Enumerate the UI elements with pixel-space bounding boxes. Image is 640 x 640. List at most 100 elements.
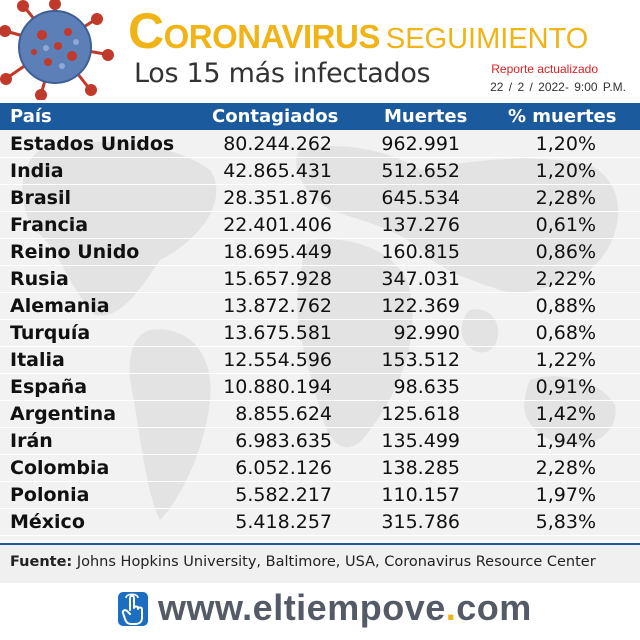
cell-deaths: 110.157 [381, 484, 460, 506]
cell-country: España [10, 376, 88, 398]
title-first-letter: C [128, 3, 164, 59]
report-date-time: 22 / 2 / 2022- 9:00 P.M. [490, 80, 626, 94]
cell-death-rate: 1,42% [535, 403, 596, 425]
cell-death-rate: 0,91% [535, 376, 596, 398]
footer: www.eltiempove.com [0, 583, 640, 640]
cell-country: Rusia [10, 268, 69, 290]
page-title: CORONAVIRUS SEGUIMIENTO [128, 2, 588, 60]
cell-country: Polonia [10, 484, 90, 506]
table-row: Argentina 8.855.624 125.618 1,42% [0, 401, 640, 428]
cell-deaths: 512.652 [381, 160, 460, 182]
cell-deaths: 137.276 [381, 214, 460, 236]
cell-country: Colombia [10, 457, 110, 479]
cell-cases: 10.880.194 [223, 376, 332, 398]
cell-country: India [10, 160, 64, 182]
report-date: 22 / 2 / 2022- [490, 80, 569, 94]
subtitle: Los 15 más infectados [134, 58, 431, 89]
table-body: Estados Unidos 80.244.262 962.991 1,20% Indi… [0, 130, 640, 540]
cell-country: Italia [10, 349, 65, 371]
cell-death-rate: 1,94% [535, 430, 596, 452]
table-row: Brasil 28.351.876 645.534 2,28% [0, 185, 640, 212]
cell-deaths: 153.512 [381, 349, 460, 371]
cell-cases: 42.865.431 [223, 160, 332, 182]
cell-cases: 18.695.449 [223, 241, 332, 263]
cell-cases: 5.418.257 [235, 511, 332, 533]
cell-country: Irán [10, 430, 53, 452]
table-row: Colombia 6.052.126 138.285 2,28% [0, 455, 640, 482]
column-header-deaths: Muertes [384, 106, 468, 127]
cell-country: Argentina [10, 403, 117, 425]
cell-death-rate: 1,22% [535, 349, 596, 371]
cell-deaths: 962.991 [381, 133, 460, 155]
cell-death-rate: 0,86% [535, 241, 596, 263]
cell-death-rate: 2,28% [535, 187, 596, 209]
table-row: Italia 12.554.596 153.512 1,22% [0, 347, 640, 374]
cell-death-rate: 0,88% [535, 295, 596, 317]
source-bar: Fuente: Johns Hopkins University, Baltim… [0, 543, 640, 583]
cell-cases: 28.351.876 [223, 187, 332, 209]
cell-cases: 13.675.581 [223, 322, 332, 344]
cell-cases: 22.401.406 [223, 214, 332, 236]
cell-death-rate: 0,68% [535, 322, 596, 344]
cell-cases: 12.554.596 [223, 349, 332, 371]
cell-country: Reino Unido [10, 241, 140, 263]
cell-country: Turquía [10, 322, 91, 344]
column-header-death-rate: % muertes [508, 106, 617, 127]
table-header: País Contagiados Muertes % muertes [0, 103, 640, 130]
report-time: 9:00 P.M. [574, 80, 626, 94]
coronavirus-illustration-icon [0, 0, 118, 100]
title-suffix: SEGUIMIENTO [385, 23, 589, 55]
cell-death-rate: 1,20% [535, 160, 596, 182]
cell-cases: 15.657.928 [223, 268, 332, 290]
website-link[interactable]: www.eltiempove.com [158, 587, 532, 629]
cell-country: Brasil [10, 187, 72, 209]
cell-deaths: 347.031 [381, 268, 460, 290]
cell-country: México [10, 511, 85, 533]
cell-cases: 13.872.762 [223, 295, 332, 317]
table-row: Francia 22.401.406 137.276 0,61% [0, 212, 640, 239]
site-tld: com [456, 587, 532, 628]
site-name: eltiempove [252, 587, 446, 628]
title-rest: ORONAVIRUS [163, 18, 381, 55]
cell-deaths: 92.990 [393, 322, 460, 344]
site-dot: . [445, 587, 457, 628]
cell-death-rate: 1,20% [535, 133, 596, 155]
source-line: Fuente: Johns Hopkins University, Baltim… [10, 554, 596, 570]
world-map-background [22, 141, 619, 520]
header: CORONAVIRUS SEGUIMIENTO Los 15 más infect… [0, 0, 640, 100]
cell-cases: 6.052.126 [235, 457, 332, 479]
cell-deaths: 122.369 [381, 295, 460, 317]
cell-deaths: 135.499 [381, 430, 460, 452]
cell-deaths: 160.815 [381, 241, 460, 263]
table-row: Estados Unidos 80.244.262 962.991 1,20% [0, 131, 640, 158]
cell-country: Estados Unidos [10, 133, 175, 155]
table-row: Polonia 5.582.217 110.157 1,97% [0, 482, 640, 509]
cell-death-rate: 5,83% [535, 511, 596, 533]
cell-deaths: 125.618 [381, 403, 460, 425]
source-label: Fuente: [10, 554, 73, 570]
cell-deaths: 138.285 [381, 457, 460, 479]
cell-cases: 5.582.217 [235, 484, 332, 506]
column-header-cases: Contagiados [212, 106, 339, 127]
table-row: España 10.880.194 98.635 0,91% [0, 374, 640, 401]
cell-country: Alemania [10, 295, 110, 317]
pointer-hand-icon[interactable] [118, 592, 148, 626]
cell-deaths: 98.635 [393, 376, 460, 398]
table-row: Turquía 13.675.581 92.990 0,68% [0, 320, 640, 347]
cell-cases: 80.244.262 [223, 133, 332, 155]
report-label: Reporte actualizado [491, 62, 598, 76]
cell-death-rate: 2,22% [535, 268, 596, 290]
source-text: Johns Hopkins University, Baltimore, USA… [76, 554, 596, 570]
table-row: Rusia 15.657.928 347.031 2,22% [0, 266, 640, 293]
table-row: India 42.865.431 512.652 1,20% [0, 158, 640, 185]
table-row: Irán 6.983.635 135.499 1,94% [0, 428, 640, 455]
cell-cases: 8.855.624 [235, 403, 332, 425]
cell-deaths: 645.534 [381, 187, 460, 209]
table-row: México 5.418.257 315.786 5,83% [0, 509, 640, 536]
cell-death-rate: 0,61% [535, 214, 596, 236]
cell-death-rate: 1,97% [535, 484, 596, 506]
cell-country: Francia [10, 214, 89, 236]
cell-death-rate: 2,28% [535, 457, 596, 479]
cell-cases: 6.983.635 [235, 430, 332, 452]
table-row: Reino Unido 18.695.449 160.815 0,86% [0, 239, 640, 266]
